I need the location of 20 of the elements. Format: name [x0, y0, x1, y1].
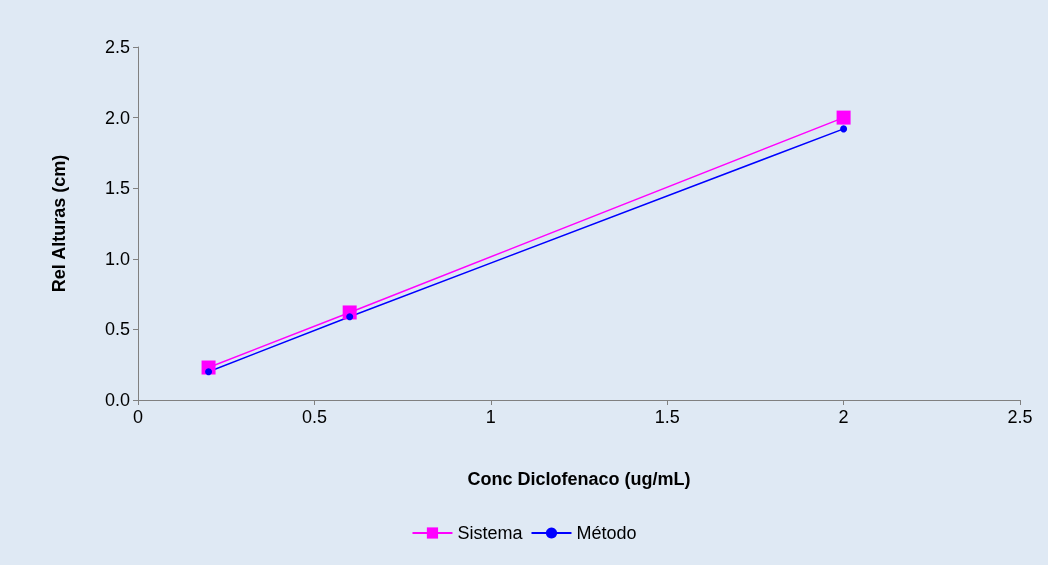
x-tick-label: 1.5 [654, 407, 680, 427]
point [346, 313, 354, 321]
point [840, 125, 848, 133]
y-tick-label: 2.0 [104, 107, 130, 128]
legend-label: Sistema [457, 523, 524, 543]
legend-label: Método [576, 523, 637, 543]
y-tick-label: 0.0 [104, 390, 130, 410]
x-tick-label: 0.5 [301, 407, 327, 427]
point [836, 110, 851, 125]
y-axis-title: Rel Alturas (cm) [49, 154, 69, 293]
y-tick-label: 0.5 [104, 319, 130, 340]
x-axis-title: Conc Diclofenaco (ug/mL) [467, 469, 691, 489]
y-tick-label: 1.5 [104, 178, 130, 199]
x-tick-label: 0 [132, 407, 144, 427]
x-tick-label: 2.5 [1007, 407, 1033, 427]
x-tick-label: 1 [485, 407, 496, 427]
y-tick-label: 1.0 [104, 248, 130, 269]
y-tick-label: 2.5 [104, 37, 130, 57]
point [205, 368, 213, 376]
x-tick-label: 2 [838, 407, 849, 427]
